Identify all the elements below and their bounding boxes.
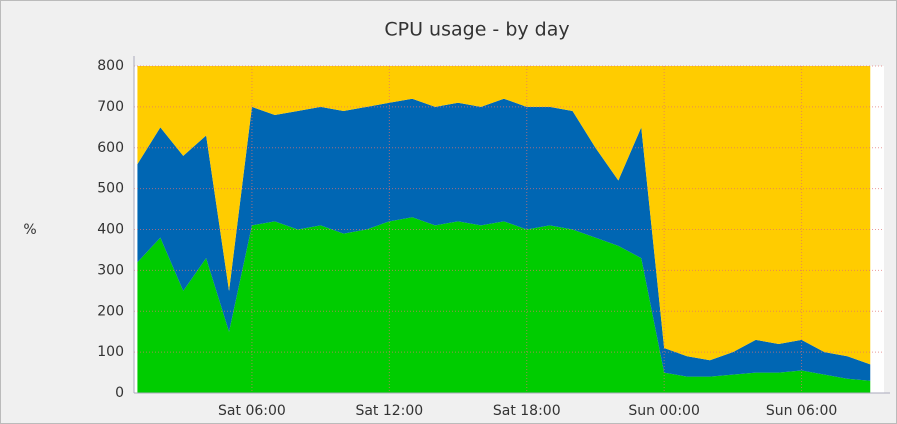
- x-tick-label: Sun 06:00: [766, 403, 837, 419]
- x-tick-label: Sat 12:00: [355, 403, 423, 419]
- x-tick-label: Sat 06:00: [218, 403, 286, 419]
- y-tick-label: 100: [97, 344, 124, 360]
- x-tick-label: Sat 18:00: [493, 403, 561, 419]
- y-tick-label: 500: [97, 181, 124, 197]
- y-tick-label: 800: [97, 58, 124, 74]
- y-tick-label: 600: [97, 140, 124, 156]
- y-tick-label: 700: [97, 99, 124, 115]
- y-tick-label: 200: [97, 303, 124, 319]
- x-tick-label: Sun 00:00: [628, 403, 699, 419]
- area: [137, 98, 871, 381]
- y-tick-label: 0: [115, 385, 124, 401]
- y-tick-label: 400: [97, 222, 124, 238]
- y-tick-label: 300: [97, 262, 124, 278]
- area: [137, 217, 871, 393]
- chart-title: CPU usage - by day: [384, 19, 569, 41]
- area: [137, 66, 871, 365]
- y-axis-label: %: [23, 222, 36, 238]
